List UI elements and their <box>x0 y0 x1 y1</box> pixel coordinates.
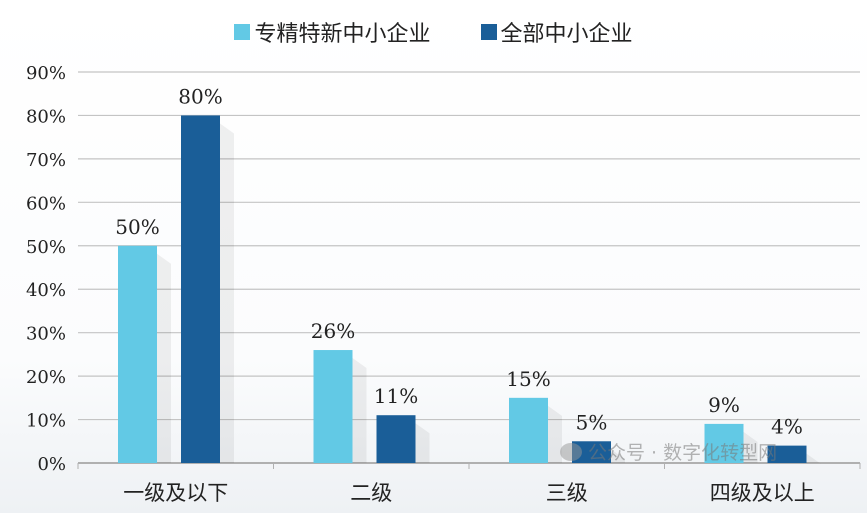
watermark: 公众号 · 数字化转型网 <box>560 438 777 465</box>
watermark-text: 公众号 · 数字化转型网 <box>588 442 778 464</box>
y-tick-label: 60% <box>26 193 66 214</box>
bar <box>704 423 744 463</box>
y-tick-label: 30% <box>26 324 66 345</box>
legend-item-specialized: 专精特新中小企业 <box>234 16 431 48</box>
y-tick-label: 50% <box>26 237 66 258</box>
bar-shadow <box>743 431 758 463</box>
bar <box>313 350 353 463</box>
bar <box>509 397 548 463</box>
bar-shadow <box>548 405 562 463</box>
y-tick-label: 70% <box>26 150 66 171</box>
y-tick-label: 0% <box>37 454 66 475</box>
x-category-label: 四级及以上 <box>710 481 815 505</box>
legend-swatch <box>234 24 251 40</box>
bar <box>572 441 611 463</box>
bar-shadow <box>220 123 234 463</box>
data-label: 11% <box>374 384 418 408</box>
y-tick-label: 10% <box>26 411 66 432</box>
legend: 专精特新中小企业 全部中小企业 <box>0 16 867 48</box>
x-category-label: 三级 <box>546 481 588 505</box>
bar-shadow <box>611 449 625 463</box>
y-tick-label: 80% <box>26 106 66 127</box>
wechat-icon <box>560 442 582 461</box>
data-label: 9% <box>708 393 740 417</box>
bar <box>118 245 157 463</box>
x-category-label: 一级及以下 <box>123 481 228 505</box>
legend-item-all: 全部中小企业 <box>480 16 633 48</box>
bar <box>767 445 807 463</box>
data-label: 5% <box>576 410 608 434</box>
data-label: 80% <box>178 84 222 108</box>
y-tick-label: 40% <box>26 280 66 301</box>
legend-label: 专精特新中小企业 <box>254 22 431 47</box>
data-label: 50% <box>115 215 159 239</box>
legend-label: 全部中小企业 <box>500 22 633 47</box>
bar <box>376 415 416 463</box>
bar-shadow <box>157 253 171 463</box>
y-tick-label: 90% <box>26 63 66 84</box>
x-category-label: 二级 <box>350 481 392 505</box>
legend-swatch <box>480 24 497 40</box>
bar-shadow <box>415 423 430 463</box>
bar-shadow <box>352 358 367 463</box>
data-label: 4% <box>771 415 803 439</box>
data-label: 26% <box>311 319 355 343</box>
y-tick-label: 20% <box>26 367 66 388</box>
data-label: 15% <box>506 367 550 391</box>
bar-shadow <box>806 453 821 464</box>
bar <box>181 115 220 463</box>
